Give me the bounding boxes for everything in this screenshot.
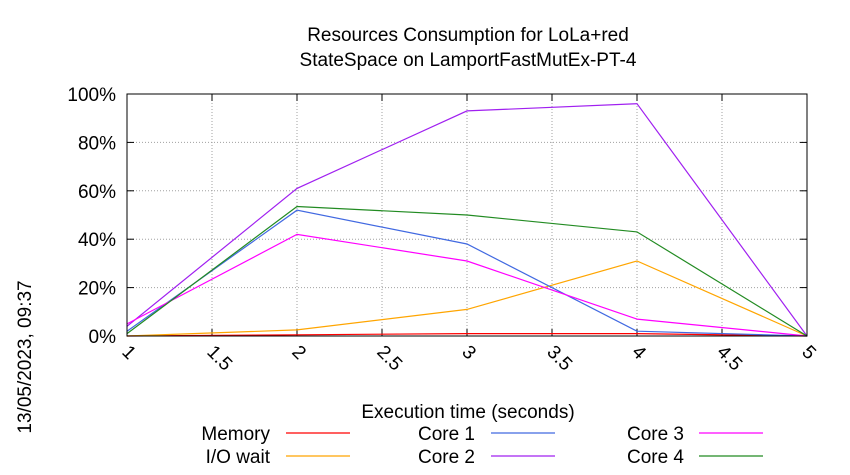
chart-title-line-1: Resources Consumption for LoLa+red <box>307 25 629 46</box>
x-tick-label: 1 <box>117 342 139 364</box>
series-line-i-o-wait <box>126 260 808 337</box>
plot-frame <box>126 93 808 337</box>
x-tick-label: 2.5 <box>372 342 406 376</box>
series-line-core-4 <box>126 205 808 337</box>
legend-label: Core 3 <box>627 424 684 445</box>
y-tick-label: 20% <box>78 279 116 300</box>
x-tick-label: 1.5 <box>202 342 236 376</box>
legend-label: Core 4 <box>627 447 684 468</box>
chart-title: Resources Consumption for LoLa+red State… <box>300 25 637 71</box>
y-tick-label: 40% <box>78 230 116 251</box>
y-tick-label: 80% <box>78 133 116 154</box>
x-tick-label: 5 <box>797 342 819 364</box>
x-tick-label: 4 <box>627 342 650 365</box>
legend-label: Core 1 <box>418 424 475 445</box>
legend-label: Memory <box>201 424 270 445</box>
x-axis-label: Execution time (seconds) <box>361 402 574 423</box>
x-tick-label: 3 <box>457 342 479 364</box>
legend-label: Core 2 <box>418 447 475 468</box>
series-line-core-2 <box>126 103 808 337</box>
series-line-core-3 <box>126 233 808 337</box>
y-tick-label: 0% <box>89 327 117 348</box>
x-tick-label: 2 <box>287 342 309 364</box>
series-line-memory <box>126 333 808 337</box>
x-tick-label: 3.5 <box>542 342 576 376</box>
series-line-core-1 <box>126 209 808 337</box>
y-axis-ticks: 0% 20% 40% 60% 80% 100% <box>67 85 807 348</box>
timestamp-label: 13/05/2023, 09:37 <box>15 280 36 433</box>
x-tick-label: 4.5 <box>712 342 746 376</box>
series-lines <box>126 103 808 337</box>
chart-title-line-2: StateSpace on LamportFastMutEx-PT-4 <box>300 50 637 71</box>
y-tick-label: 60% <box>78 182 116 203</box>
legend-label: I/O wait <box>206 447 271 468</box>
y-tick-label: 100% <box>67 85 116 106</box>
